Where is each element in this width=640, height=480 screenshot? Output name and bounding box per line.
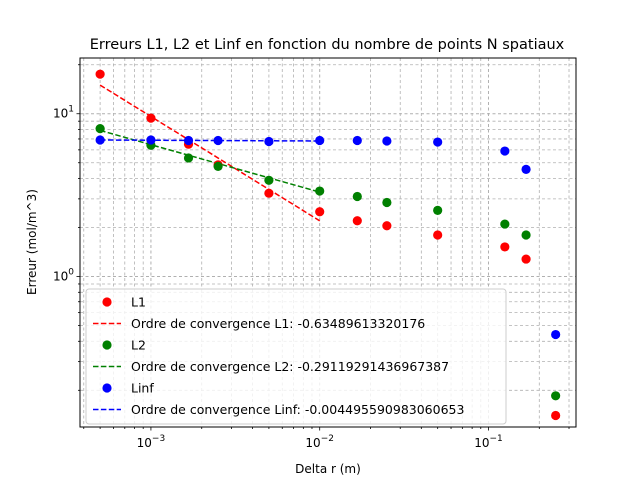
fit-line-1	[99, 84, 321, 222]
point-linf-2	[183, 135, 194, 146]
legend-swatch-2	[102, 340, 112, 350]
fit-line-3	[99, 129, 320, 193]
point-linf-7	[382, 136, 392, 146]
point-l2-0	[95, 124, 105, 134]
legend-label-3: Ordre de convergence L2: -0.291192914369…	[131, 359, 449, 374]
x-tick-label: 10−3	[137, 434, 166, 450]
data-points	[95, 69, 561, 421]
legend-swatch-4	[102, 383, 112, 393]
x-tick-label: 10−2	[305, 434, 334, 450]
point-l2-5	[315, 186, 325, 196]
x-tick-label: 10−1	[474, 434, 503, 450]
point-linf-10	[521, 164, 531, 175]
point-l1-10	[521, 254, 531, 264]
point-l2-8	[433, 205, 443, 215]
chart-title: Erreurs L1, L2 et Linf en fonction du no…	[90, 37, 565, 53]
axis-ticks: 10−3 10−2 10−1 100 101	[53, 64, 570, 450]
point-l1-6	[352, 216, 362, 226]
legend: L1 Ordre de convergence L1: -0.6348961332…	[85, 288, 507, 425]
point-linf-9	[500, 146, 510, 156]
point-l2-9	[500, 219, 510, 229]
y-tick-label: 101	[53, 105, 74, 121]
point-l2-6	[352, 191, 362, 202]
fit-line-5	[100, 139, 320, 142]
legend-box	[85, 288, 507, 425]
legend-label-1: Ordre de convergence L1: -0.634896133201…	[131, 316, 425, 331]
point-l2-10	[521, 230, 531, 240]
point-l2-4	[264, 175, 274, 185]
point-l1-0	[95, 69, 105, 79]
point-l2-2	[183, 153, 194, 163]
point-l1-9	[500, 242, 510, 252]
legend-swatch-0	[102, 297, 112, 307]
point-l2-7	[382, 197, 392, 208]
point-l1-8	[433, 230, 443, 240]
point-l1-5	[315, 207, 325, 217]
fit-lines	[99, 84, 321, 222]
point-linf-6	[352, 135, 362, 146]
y-axis-label: Erreur (mol/m^3)	[25, 189, 39, 295]
x-axis-label: Delta r (m)	[295, 462, 361, 476]
point-linf-4	[264, 136, 274, 147]
point-l1-7	[382, 221, 392, 231]
point-l1-4	[264, 188, 274, 198]
point-l2-3	[213, 161, 223, 171]
point-linf-8	[433, 137, 443, 147]
point-l1-11	[551, 410, 561, 421]
point-linf-0	[95, 135, 105, 145]
legend-label-4: Linf	[131, 381, 154, 396]
point-linf-11	[551, 329, 561, 340]
plot-frame	[79, 57, 577, 428]
point-linf-1	[146, 135, 156, 145]
point-linf-5	[315, 135, 325, 146]
legend-label-5: Ordre de convergence Linf: -0.0044955909…	[131, 402, 464, 417]
legend-label-2: L2	[131, 338, 146, 353]
legend-label-0: L1	[131, 295, 146, 310]
y-tick-label: 100	[53, 268, 74, 284]
point-l2-11	[551, 391, 561, 401]
point-linf-3	[213, 135, 223, 146]
point-l1-1	[146, 113, 156, 123]
